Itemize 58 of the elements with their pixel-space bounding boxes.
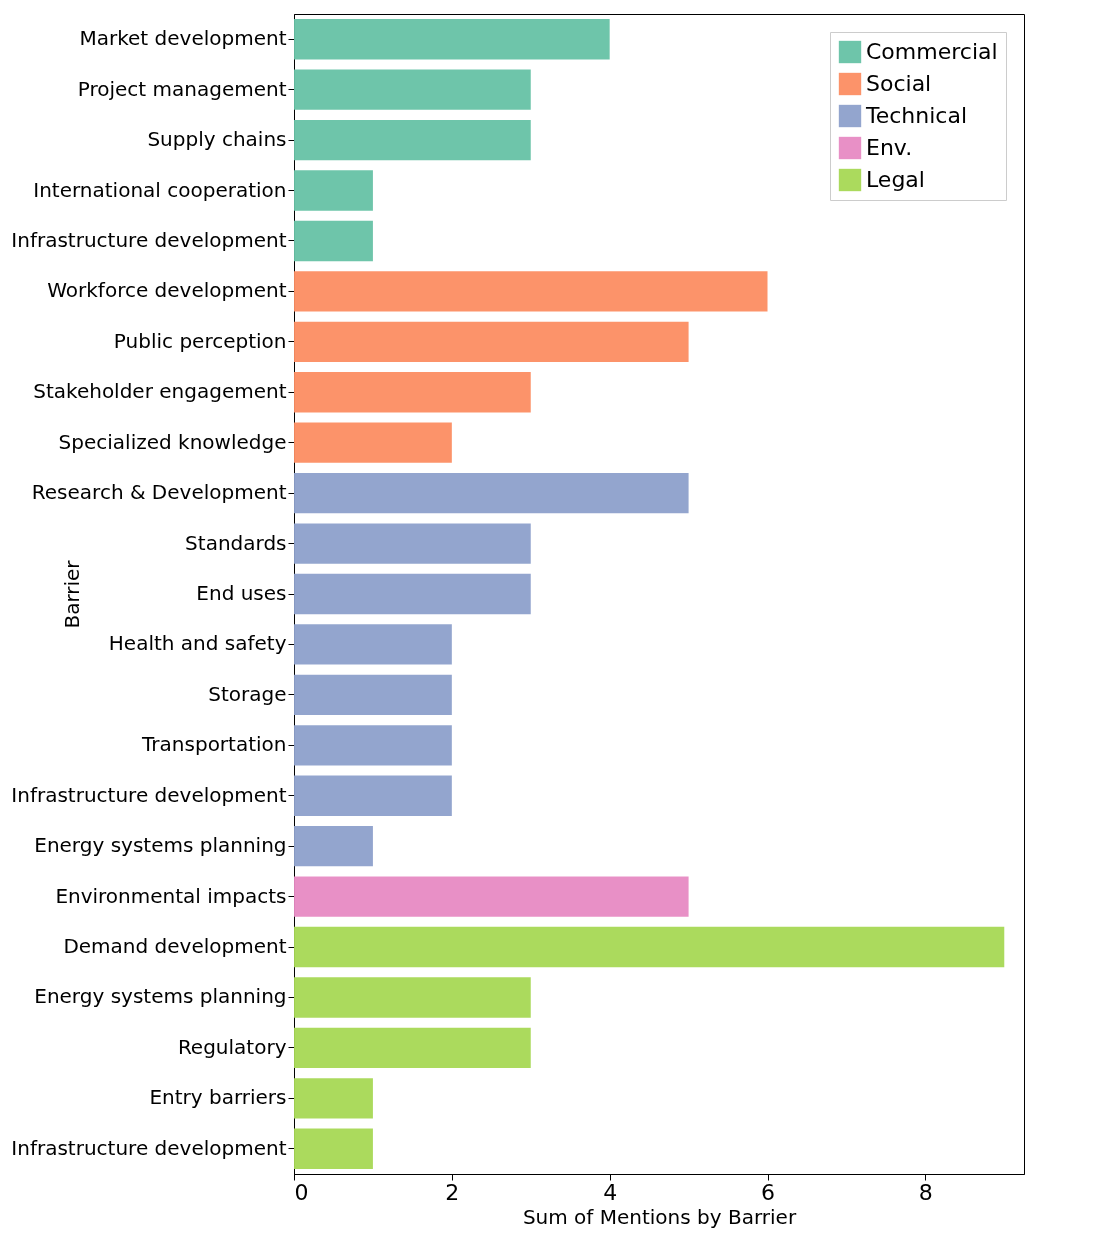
bar xyxy=(294,422,452,463)
y-tick-label: Entry barriers xyxy=(149,1085,287,1110)
bar xyxy=(294,69,531,110)
y-tick-label: Transportation xyxy=(141,732,287,757)
legend-label: Technical xyxy=(865,103,968,128)
bar xyxy=(294,1078,373,1119)
bar xyxy=(294,119,531,161)
y-tick-label: Energy systems planning xyxy=(34,833,287,858)
y-tick-label: Demand development xyxy=(63,934,287,959)
y-tick-label: Project management xyxy=(77,76,287,101)
bar xyxy=(294,725,452,766)
legend-label: Social xyxy=(866,71,932,96)
x-tick-label: 6 xyxy=(761,1179,776,1205)
bar xyxy=(294,523,531,564)
bar xyxy=(294,775,452,816)
x-axis-title: Sum of Mentions by Barrier xyxy=(522,1204,797,1229)
bar xyxy=(294,573,531,615)
bar xyxy=(294,1027,531,1069)
y-tick-label: Infrastructure development xyxy=(11,227,287,252)
y-tick-label: Public perception xyxy=(113,328,287,353)
bar xyxy=(294,926,1005,968)
bar xyxy=(294,472,689,514)
bar xyxy=(294,271,768,312)
bar xyxy=(294,876,689,917)
bar xyxy=(294,624,452,665)
y-axis-title: Barrier xyxy=(59,559,84,629)
x-tick-label: 0 xyxy=(294,1179,309,1205)
legend-label: Legal xyxy=(866,167,925,192)
x-tick-label: 8 xyxy=(918,1179,933,1205)
x-tick-label: 2 xyxy=(445,1179,460,1205)
y-tick-label: Storage xyxy=(208,681,287,706)
bar xyxy=(294,826,373,867)
y-tick-label: Workforce development xyxy=(47,278,287,303)
y-tick-label: End uses xyxy=(196,581,287,605)
bar xyxy=(294,372,531,413)
y-tick-label: International cooperation xyxy=(33,177,287,202)
bar xyxy=(294,977,531,1018)
y-tick-label: Environmental impacts xyxy=(55,883,287,908)
legend-label: Env. xyxy=(866,135,913,160)
x-tick-label: 4 xyxy=(603,1179,618,1205)
bar xyxy=(294,1128,373,1169)
y-tick-label: Energy systems planning xyxy=(34,984,287,1009)
y-tick-label: Regulatory xyxy=(177,1034,287,1059)
y-tick-label: Infrastructure development xyxy=(11,1135,287,1160)
y-tick-label: Stakeholder engagement xyxy=(33,379,287,404)
y-tick-label: Standards xyxy=(185,530,287,555)
bar xyxy=(294,674,452,716)
y-tick-label: Health and safety xyxy=(108,631,287,656)
y-tick-label: Market development xyxy=(79,26,287,51)
legend-label: Commercial xyxy=(866,39,998,64)
y-tick-label: Infrastructure development xyxy=(11,782,287,807)
bar xyxy=(294,321,689,362)
y-tick-label: Supply chains xyxy=(147,127,287,152)
bar xyxy=(294,170,373,211)
bar xyxy=(294,19,610,60)
bar xyxy=(294,220,373,262)
y-tick-label: Specialized knowledge xyxy=(58,429,287,454)
y-tick-label: Research & Development xyxy=(31,480,287,505)
